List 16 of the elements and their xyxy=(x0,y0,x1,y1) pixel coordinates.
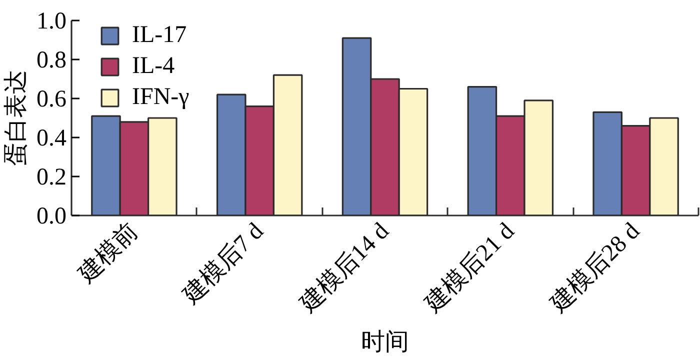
legend-label: IL-4 xyxy=(132,53,175,80)
y-tick-label: 0.8 xyxy=(36,48,66,74)
x-tick-label: 建模后21 d xyxy=(420,218,520,318)
y-tick-label: 0.0 xyxy=(36,204,66,230)
y-tick-label: 0.4 xyxy=(36,126,66,152)
y-tick-label: 0.2 xyxy=(36,164,66,190)
y-tick-label: 1.0 xyxy=(36,8,66,34)
y-axis-title: 蛋白表达 xyxy=(4,70,30,166)
legend-label: IL-17 xyxy=(132,22,187,49)
y-tick-label: 0.6 xyxy=(36,86,66,112)
x-tick-label: 建模后14 d xyxy=(294,218,394,318)
x-tick-label: 建模前 xyxy=(73,218,144,288)
x-tick-label: 建模后28 d xyxy=(545,218,645,318)
legend-label: IFN-γ xyxy=(132,84,190,111)
x-tick-label: 建模后7 d xyxy=(178,218,269,310)
x-axis-title: 时间 xyxy=(361,329,409,356)
